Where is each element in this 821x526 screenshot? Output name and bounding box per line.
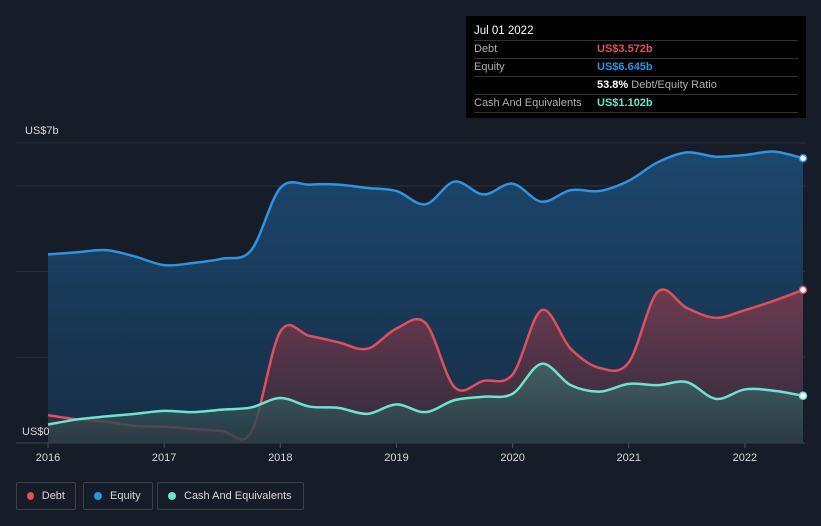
x-tick-label: 2016 <box>36 452 60 464</box>
tooltip-ratio-row: 53.8% Debt/Equity Ratio <box>474 77 798 95</box>
tooltip-debt-row: Debt US$3.572b <box>474 41 798 59</box>
cash-area <box>48 363 803 443</box>
legend-cash-label: Cash And Equivalents <box>184 490 292 502</box>
debt-legend-dot-icon <box>27 492 34 500</box>
equity-line <box>47 150 804 267</box>
tooltip-equity-row: Equity US$6.645b <box>474 59 798 77</box>
x-tick-label: 2017 <box>152 452 176 464</box>
tooltip-ratio-value: 53.8% <box>597 79 629 91</box>
y-tick-label: US$0 <box>22 426 50 438</box>
hover-tooltip: Jul 01 2022 Debt US$3.572b Equity US$6.6… <box>466 16 806 118</box>
legend-equity-label: Equity <box>110 490 141 502</box>
tooltip-cash-value: US$1.102b <box>597 97 653 109</box>
x-tick-label: 2018 <box>268 452 292 464</box>
x-tick-label: 2021 <box>617 452 641 464</box>
x-tick-label: 2022 <box>733 452 757 464</box>
debt-end-point <box>798 285 808 295</box>
tooltip-debt-label: Debt <box>474 43 498 55</box>
tooltip-cash-label: Cash And Equivalents <box>474 97 582 109</box>
legend-debt-label: Debt <box>41 490 65 502</box>
cash-end-point <box>798 391 808 401</box>
tooltip-equity-label: Equity <box>474 61 505 73</box>
legend-item-equity[interactable]: Equity <box>83 482 153 510</box>
tooltip-debt-value: US$3.572b <box>597 43 653 55</box>
x-tick-label: 2020 <box>500 452 524 464</box>
equity-legend-dot-icon <box>94 492 102 500</box>
tooltip-ratio-label: Debt/Equity Ratio <box>631 79 717 91</box>
legend-item-cash[interactable]: Cash And Equivalents <box>157 482 304 510</box>
equity-end-point <box>798 153 808 163</box>
cash-line <box>47 362 804 426</box>
x-tick-label: 2019 <box>384 452 408 464</box>
tooltip-cash-row: Cash And Equivalents US$1.102b <box>474 95 798 113</box>
cash-legend-dot-icon <box>168 492 176 500</box>
legend-item-debt[interactable]: Debt <box>16 482 76 510</box>
tooltip-equity-value: US$6.645b <box>597 61 653 73</box>
tooltip-date: Jul 01 2022 <box>474 23 798 41</box>
y-tick-label: US$7b <box>25 125 59 137</box>
